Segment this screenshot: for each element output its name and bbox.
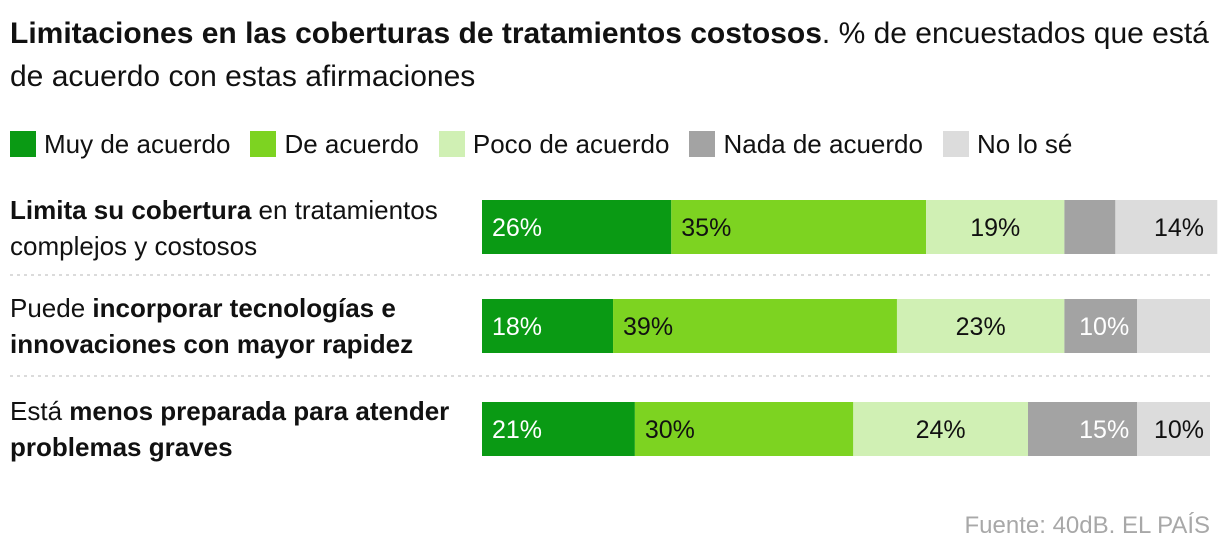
legend-label: Poco de acuerdo <box>472 128 670 159</box>
row-label-bold: Limita su cobertura <box>10 195 252 225</box>
legend-item: No lo sé <box>942 128 1073 160</box>
legend: Muy de acuerdo De acuerdo Poco de acuerdo N… <box>10 126 1092 162</box>
row-label-bold: menos preparada para atender problemas g… <box>10 396 450 462</box>
legend-swatch <box>10 131 36 157</box>
legend-label: Nada de acuerdo <box>723 128 923 159</box>
bar-value-label: 14% <box>1154 214 1204 242</box>
legend-item: Poco de acuerdo <box>438 128 670 160</box>
row-label: Está menos preparada para atender proble… <box>10 393 480 465</box>
bar-segment <box>482 299 614 353</box>
legend-swatch <box>689 131 716 157</box>
chart-subtitle: . % de encuestados que está de acuerdo c… <box>10 17 1209 93</box>
legend-swatch <box>438 131 465 157</box>
legend-item: Nada de acuerdo <box>689 128 923 160</box>
legend-item: Muy de acuerdo <box>10 129 230 160</box>
bar-value-label: 21% <box>492 416 542 444</box>
bar-value-label: 39% <box>623 313 673 341</box>
bar-segment <box>853 402 1028 456</box>
legend-label: Muy de acuerdo <box>44 128 231 159</box>
bar-value-label: 24% <box>916 416 966 444</box>
row-label: Puede incorporar tecnologías e innovacio… <box>10 290 480 362</box>
bar-segment <box>482 200 672 254</box>
bar-segment <box>1115 200 1218 254</box>
bar-value-label: 19% <box>970 214 1020 242</box>
bar-segment <box>482 402 635 456</box>
bar-value-label: 10% <box>1079 313 1129 341</box>
chart-title: Limitaciones en las coberturas de tratam… <box>10 12 1210 98</box>
legend-label: De acuerdo <box>284 128 419 159</box>
bar-segment <box>671 200 927 254</box>
bar-segment <box>1064 299 1138 353</box>
bar-segment <box>1137 299 1210 353</box>
bar-segment <box>1028 402 1138 456</box>
row-label: Limita su cobertura en tratamientos comp… <box>10 192 480 264</box>
bar-value-label: 30% <box>645 416 695 444</box>
bar-segment <box>1137 402 1210 456</box>
bar-segment <box>896 299 1065 353</box>
bar-segment <box>634 402 854 456</box>
bar-segment <box>1064 200 1116 254</box>
bar-value-label: 15% <box>1079 416 1129 444</box>
bar-segment <box>613 299 897 353</box>
row-label-text: Puede <box>10 293 93 323</box>
row-label-text: en tratamientos complejos y costosos <box>10 195 438 261</box>
legend-swatch <box>942 131 969 157</box>
row-label-bold: incorporar tecnologías e innovaciones co… <box>10 293 414 359</box>
bar-value-label: 10% <box>1154 416 1204 444</box>
legend-item: De acuerdo <box>250 128 419 160</box>
source-note: Fuente: 40dB. EL PAÍS <box>964 512 1210 539</box>
bar-value-label: 18% <box>492 313 542 341</box>
bar-value-label: 23% <box>956 313 1006 341</box>
chart-title-bold: Limitaciones en las coberturas de tratam… <box>10 17 822 50</box>
row-label-text: Está <box>10 396 70 426</box>
bar-value-label: 26% <box>492 214 542 242</box>
bar-segment <box>926 200 1065 254</box>
bar-value-label: 35% <box>681 214 731 242</box>
legend-swatch <box>250 131 277 157</box>
legend-label: No lo sé <box>976 128 1073 159</box>
